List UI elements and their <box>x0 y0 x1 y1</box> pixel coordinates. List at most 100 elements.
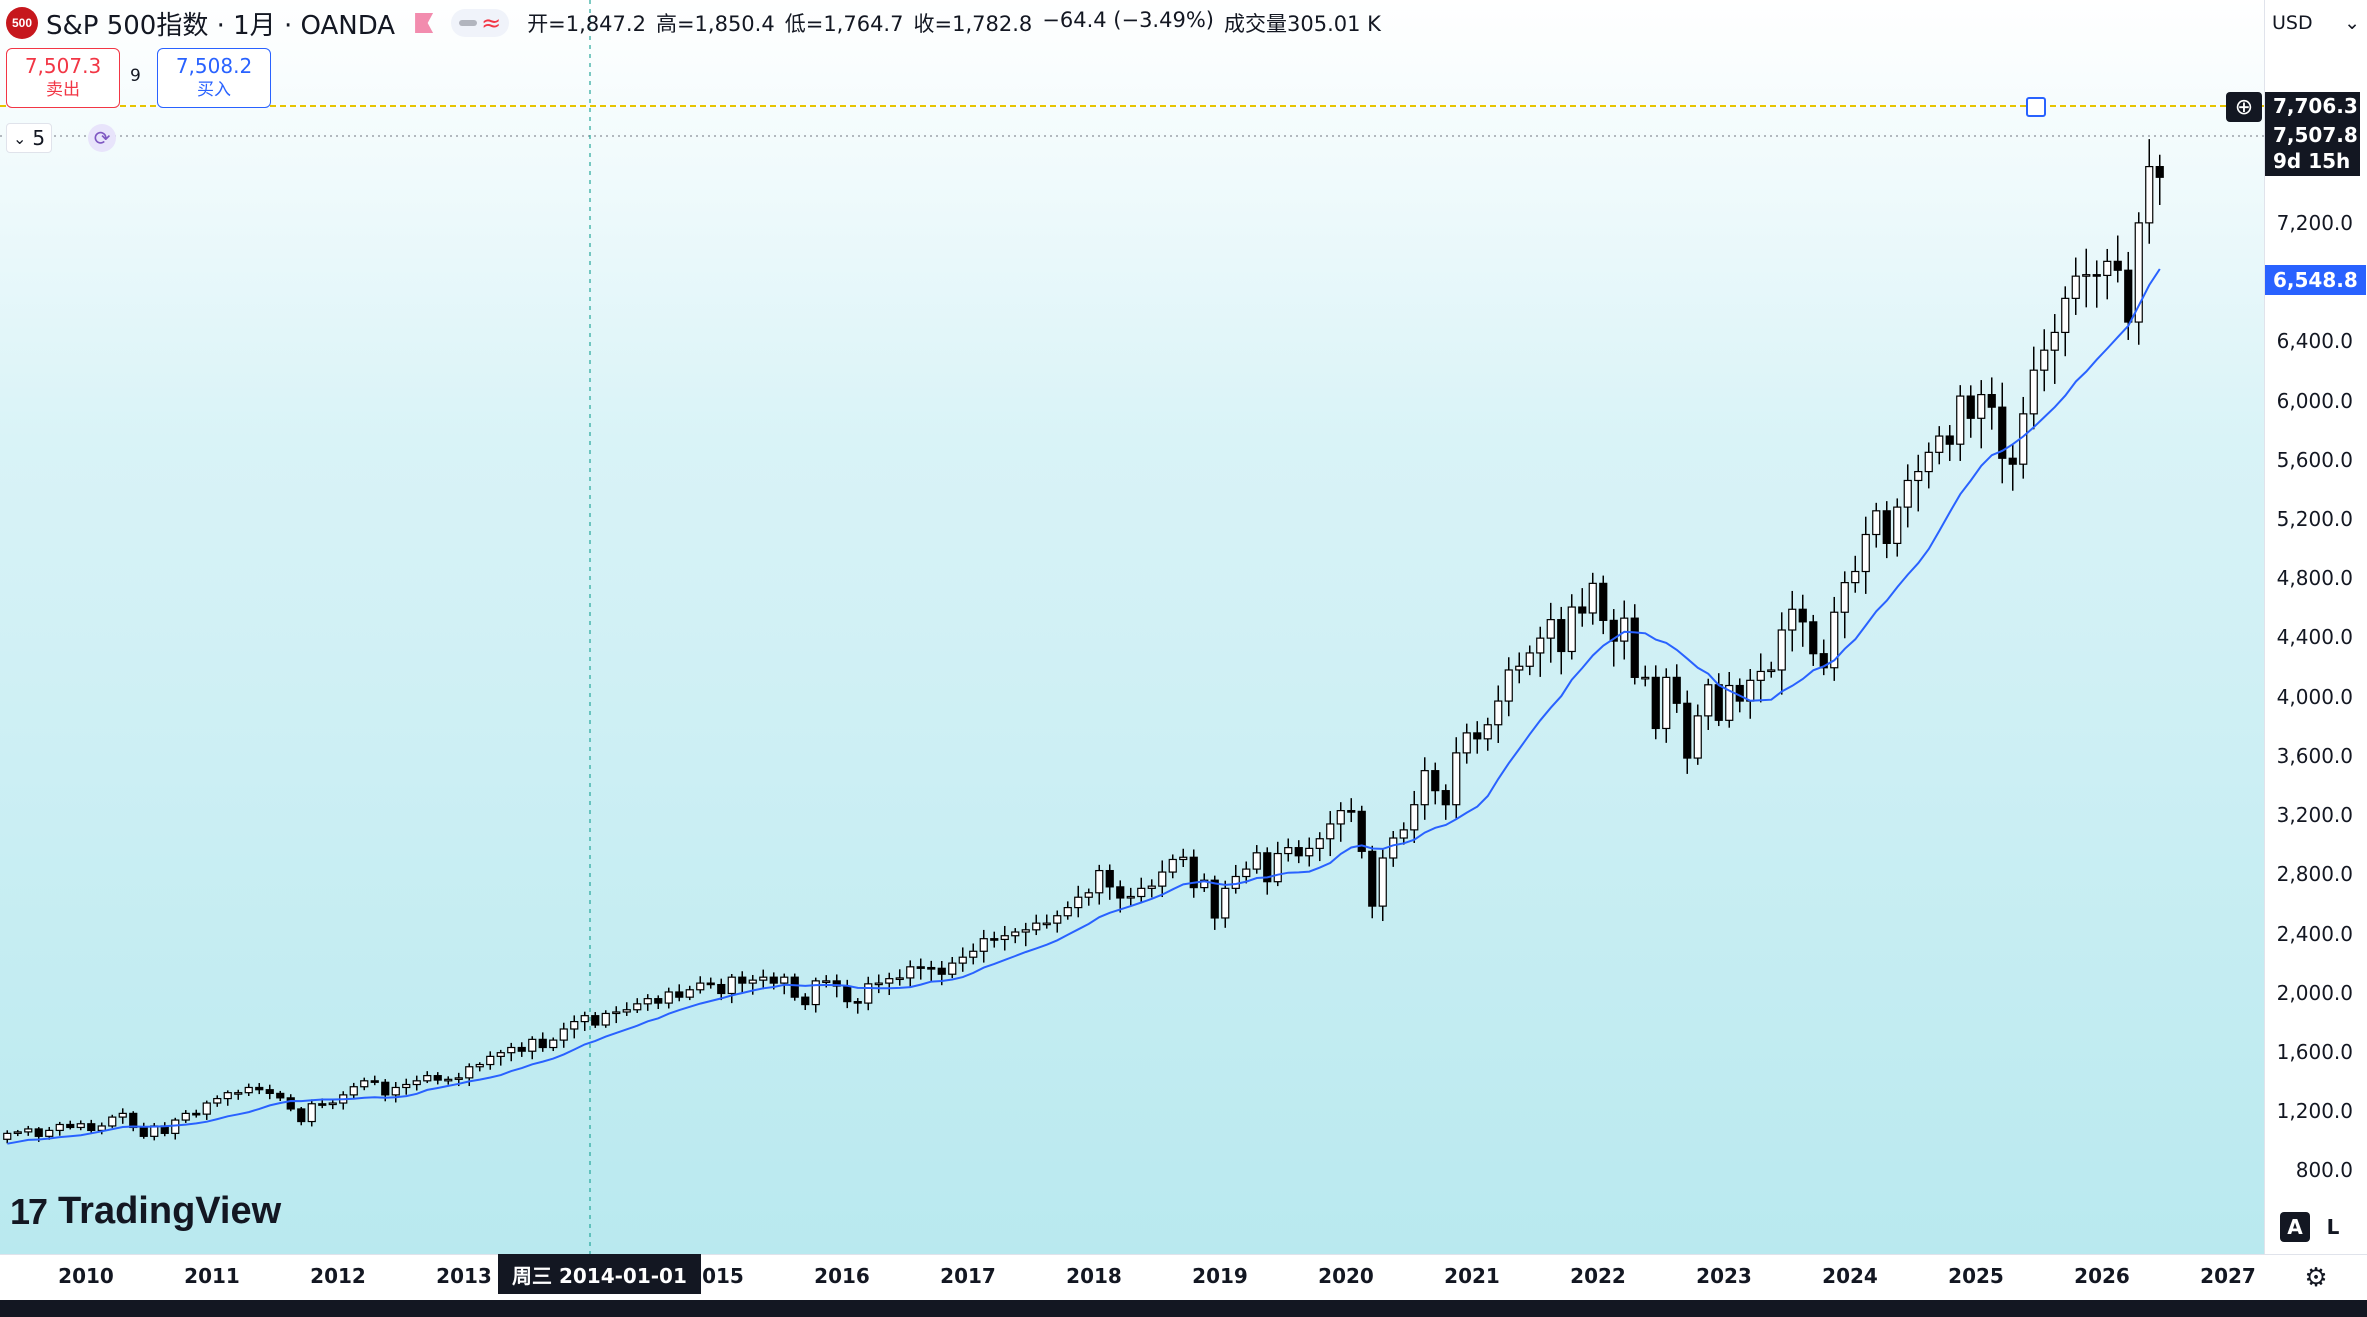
candle-body-up <box>1305 847 1314 857</box>
log-scale-button[interactable]: L <box>2326 1215 2340 1239</box>
candle <box>1914 454 1923 512</box>
flag-icon[interactable] <box>415 13 434 33</box>
candle <box>1651 665 1660 740</box>
candle-body-up <box>1137 887 1146 898</box>
candle-body-up <box>727 976 736 995</box>
candle <box>1147 879 1156 898</box>
candle-body-up <box>570 1020 579 1030</box>
candle-body-up <box>2082 274 2091 277</box>
candle <box>738 971 747 993</box>
candle-body-up <box>328 1102 337 1106</box>
candle-body-down <box>1966 395 1975 419</box>
candle <box>2155 154 2164 205</box>
candle-body-down <box>381 1081 390 1096</box>
candle <box>1882 501 1891 559</box>
candle-body-up <box>1095 869 1104 894</box>
candle <box>2040 329 2049 392</box>
candle <box>1273 841 1282 887</box>
candle-body-up <box>234 1092 243 1095</box>
candle-body-up <box>1536 637 1545 654</box>
candle-body-up <box>885 978 894 984</box>
chart-settings-icon[interactable]: ⚙ <box>2304 1263 2328 1293</box>
candle <box>706 977 715 989</box>
candle-body-up <box>2029 369 2038 415</box>
candle-body-up <box>1840 582 1849 613</box>
candle <box>244 1083 253 1097</box>
currency-selector[interactable]: USD ⌄ <box>2272 8 2360 38</box>
candle-body-up <box>55 1123 64 1132</box>
candle <box>1567 594 1576 660</box>
indicators-collapse-button[interactable]: ⌄ 5 <box>6 123 53 153</box>
candle-body-up <box>3 1132 12 1140</box>
current-price: 7,507.8 <box>2273 123 2358 147</box>
chart-canvas[interactable] <box>0 0 2264 1254</box>
candle <box>916 958 925 980</box>
symbol-logo-icon[interactable]: 500 <box>6 7 38 39</box>
time-axis-label: 2019 <box>1192 1264 1248 1288</box>
candle <box>1788 590 1797 652</box>
candle <box>811 977 820 1013</box>
candle <box>1053 910 1062 933</box>
candle <box>874 974 883 994</box>
sync-icon[interactable]: ⟳ <box>88 124 117 152</box>
crosshair-date-tag: 周三 2014-01-01 <box>498 1254 701 1294</box>
candle-body-down <box>1630 617 1639 678</box>
price-axis-label: 2,400.0 <box>2276 921 2353 946</box>
legend-toggle[interactable]: ≈ <box>451 9 510 37</box>
price-axis-label: 5,600.0 <box>2276 447 2353 472</box>
candle-body-up <box>1588 582 1597 614</box>
candle-body-down <box>717 983 726 995</box>
candle <box>1032 914 1041 936</box>
candle-body-up <box>685 989 694 998</box>
candle <box>1021 922 1030 947</box>
candle-body-up <box>2050 331 2059 351</box>
candle-body-up <box>1704 684 1713 717</box>
candle <box>1819 639 1828 676</box>
candle-body-up <box>1399 829 1408 839</box>
candle <box>1315 832 1324 862</box>
candle <box>234 1089 243 1100</box>
candle <box>202 1100 211 1120</box>
alert-marker-icon[interactable] <box>2026 97 2046 117</box>
candle-body-down <box>1714 684 1723 721</box>
candle-body-up <box>486 1055 495 1066</box>
symbol-title[interactable]: S&P 500指数 · 1月 · OANDA <box>46 10 396 41</box>
candle <box>118 1108 127 1124</box>
candle-body-up <box>528 1038 537 1052</box>
candle-body-up <box>1924 451 1933 473</box>
candle-body-up <box>1956 395 1965 445</box>
buy-button[interactable]: 7,508.2 买入 <box>157 48 271 108</box>
price-axis-label: 6,000.0 <box>2276 388 2353 413</box>
candle <box>2029 346 2038 430</box>
candle-body-up <box>1893 506 1902 544</box>
candle-body-down <box>370 1080 379 1083</box>
candle-body-down <box>2124 269 2133 323</box>
candle-body-down <box>139 1126 148 1137</box>
candle-body-down <box>297 1108 306 1123</box>
time-axis-label: 2026 <box>2074 1264 2130 1288</box>
buy-price: 7,508.2 <box>175 54 253 78</box>
candle <box>1704 678 1713 730</box>
candle-body-down <box>1578 606 1587 614</box>
sell-button[interactable]: 7,507.3 卖出 <box>6 48 120 108</box>
chart-pane[interactable] <box>0 0 2264 1254</box>
candle-body-up <box>979 938 988 952</box>
candle <box>2071 257 2080 315</box>
candle-body-down <box>318 1103 327 1106</box>
candle-body-up <box>2061 297 2070 334</box>
candle-body-up <box>2040 349 2049 371</box>
price-axis-label: 4,400.0 <box>2276 625 2353 650</box>
tradingview-watermark[interactable]: 17 TradingView <box>10 1190 281 1233</box>
auto-scale-button[interactable]: A <box>2280 1212 2310 1242</box>
candle-body-up <box>1410 804 1419 831</box>
sell-label: 卖出 <box>46 80 80 100</box>
candle-body-up <box>213 1097 222 1104</box>
price-axis-label: 6,400.0 <box>2276 329 2353 354</box>
candle-body-down <box>927 966 936 970</box>
time-scale[interactable] <box>0 1254 2367 1300</box>
hide-icon[interactable] <box>459 20 478 26</box>
candle <box>1200 873 1209 892</box>
add-alert-plus-icon[interactable]: ⊕ <box>2226 92 2262 122</box>
wave-icon[interactable]: ≈ <box>481 9 502 37</box>
price-scale[interactable] <box>2264 0 2367 1254</box>
